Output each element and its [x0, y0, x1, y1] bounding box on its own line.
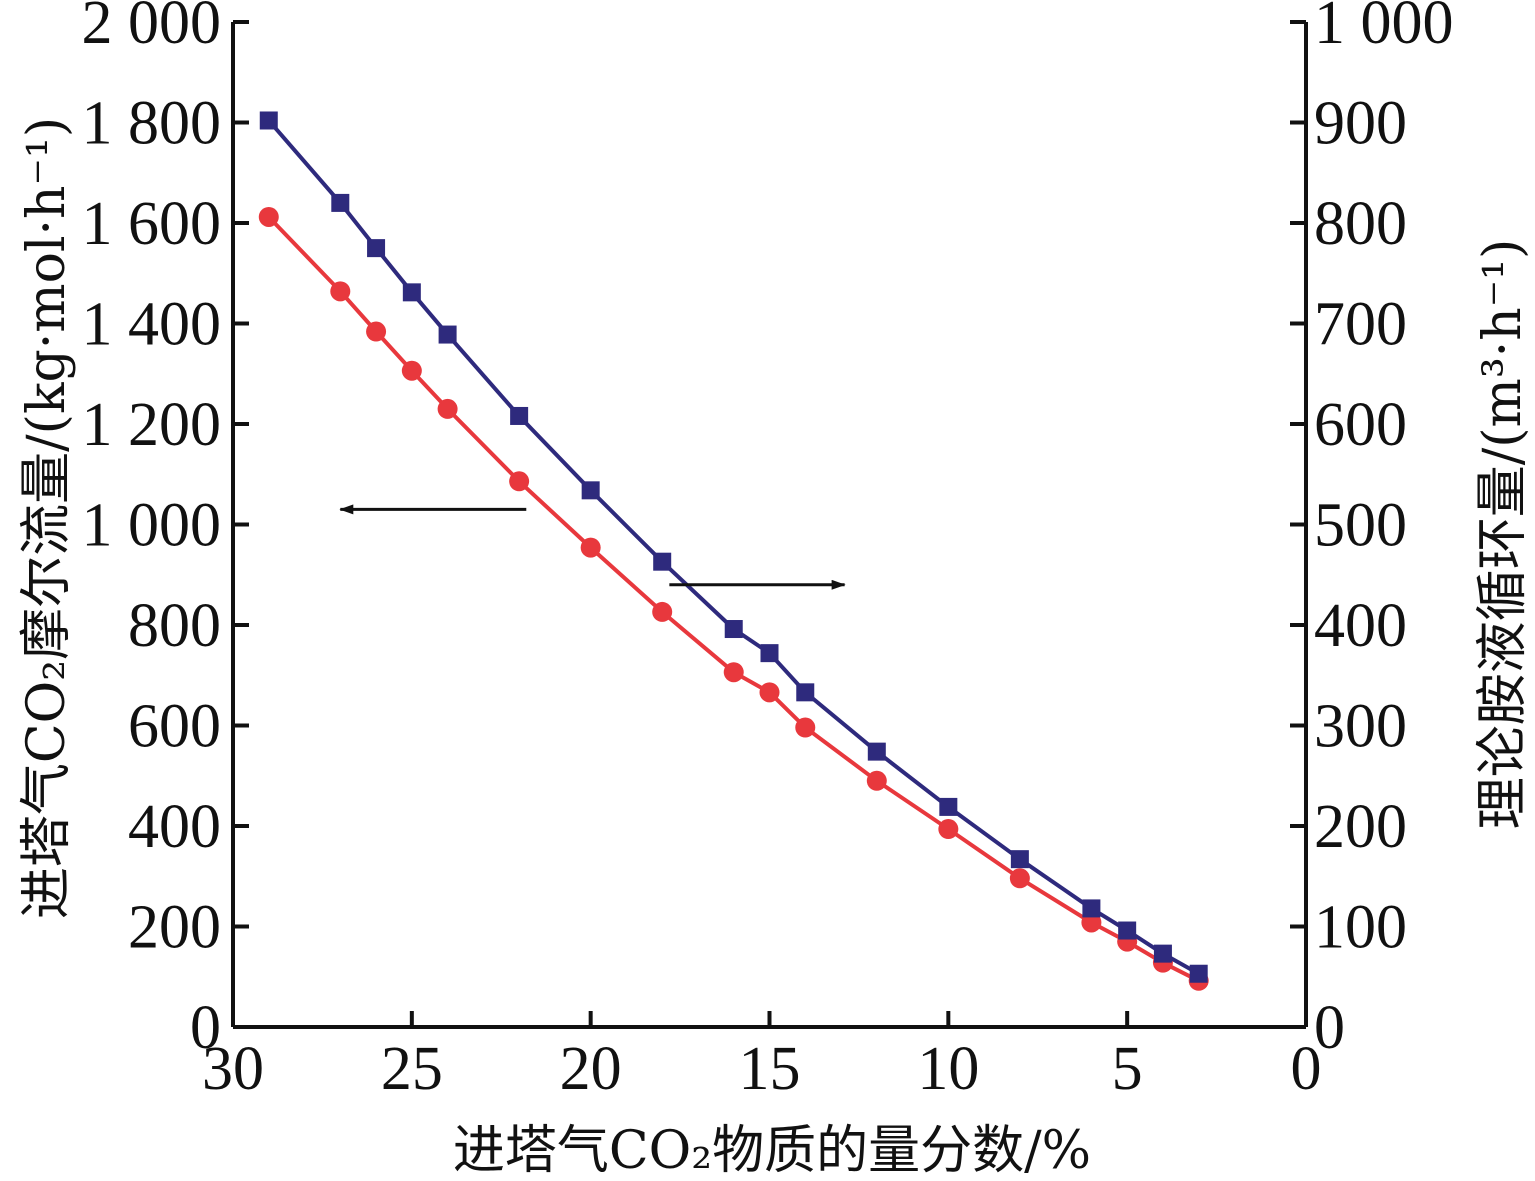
data-point-circle	[652, 601, 673, 622]
y-right-tick-label: 700	[1314, 291, 1407, 359]
y-right-tick-label: 100	[1314, 894, 1407, 962]
data-point-square	[760, 644, 779, 663]
data-point-square	[1082, 899, 1101, 918]
data-point-square	[724, 620, 743, 639]
y-right-tick-label: 500	[1314, 492, 1407, 560]
series-layer	[258, 111, 1209, 991]
data-point-square	[259, 111, 278, 130]
y-left-axis-title: 进塔气CO₂摩尔流量/(kg·mol·h⁻¹)	[17, 117, 77, 919]
y-left-tick-label: 400	[128, 793, 221, 861]
data-point-square	[1153, 944, 1172, 963]
data-point-square	[1010, 850, 1029, 869]
annotation-layer	[339, 504, 846, 590]
y-right-tick-label: 600	[1314, 391, 1407, 459]
y-right-axis-title: 理论胺液循环量/(m³·h⁻¹)	[1473, 239, 1533, 830]
data-point-square	[438, 325, 457, 344]
y-right-tick-label: 0	[1314, 994, 1345, 1062]
data-point-circle	[366, 321, 387, 342]
data-point-circle	[1081, 912, 1102, 933]
y-left-tick-label: 1 000	[82, 492, 222, 560]
data-point-circle	[723, 662, 744, 683]
axes	[231, 22, 1308, 1029]
data-point-square	[1118, 921, 1137, 940]
data-point-circle	[1009, 868, 1030, 889]
data-point-square	[796, 683, 815, 702]
x-tick-label: 5	[1112, 1035, 1143, 1103]
y-left-tick-label: 600	[128, 693, 221, 761]
data-point-circle	[795, 717, 816, 738]
x-tick-label: 10	[917, 1035, 979, 1103]
data-point-circle	[258, 206, 279, 227]
data-point-square	[510, 406, 529, 425]
x-axis-title: 进塔气CO₂物质的量分数/%	[453, 1121, 1091, 1181]
x-tick-label: 30	[202, 1035, 264, 1103]
y-right-tick-label: 200	[1314, 793, 1407, 861]
data-point-circle	[330, 281, 351, 302]
y-left-tick-label: 1 800	[82, 90, 222, 158]
series-line-right	[267, 119, 1200, 976]
y-left-tick-label: 2 000	[82, 0, 222, 57]
series-line-left	[267, 215, 1200, 983]
data-point-circle	[437, 398, 458, 419]
data-point-square	[331, 193, 350, 212]
data-point-square	[1189, 964, 1208, 983]
data-point-square	[653, 552, 672, 571]
data-point-circle	[938, 819, 959, 840]
y-right-tick-label: 800	[1314, 190, 1407, 258]
data-point-square	[402, 283, 421, 302]
y-right-tick-label: 400	[1314, 592, 1407, 660]
x-tick-label: 20	[560, 1035, 622, 1103]
y-left-tick-label: 800	[128, 592, 221, 660]
data-point-circle	[866, 770, 887, 791]
y-left-tick-label: 0	[190, 994, 221, 1062]
y-right-tick-label: 900	[1314, 90, 1407, 158]
x-tick-label: 25	[381, 1035, 443, 1103]
x-tick-label: 0	[1291, 1035, 1322, 1103]
y-left-tick-label: 1 200	[82, 391, 222, 459]
data-point-circle	[580, 537, 601, 558]
data-point-square	[367, 239, 386, 258]
data-point-circle	[509, 471, 530, 492]
data-point-circle	[759, 682, 780, 703]
data-point-square	[939, 797, 958, 816]
data-point-square	[867, 742, 886, 761]
y-right-tick-label: 300	[1314, 693, 1407, 761]
y-left-tick-label: 200	[128, 894, 221, 962]
y-left-tick-label: 1 400	[82, 291, 222, 359]
x-tick-label: 15	[739, 1035, 801, 1103]
y-right-tick-label: 1 000	[1314, 0, 1454, 57]
data-point-square	[581, 481, 600, 500]
data-point-circle	[401, 360, 422, 381]
y-left-tick-label: 1 600	[82, 190, 222, 258]
